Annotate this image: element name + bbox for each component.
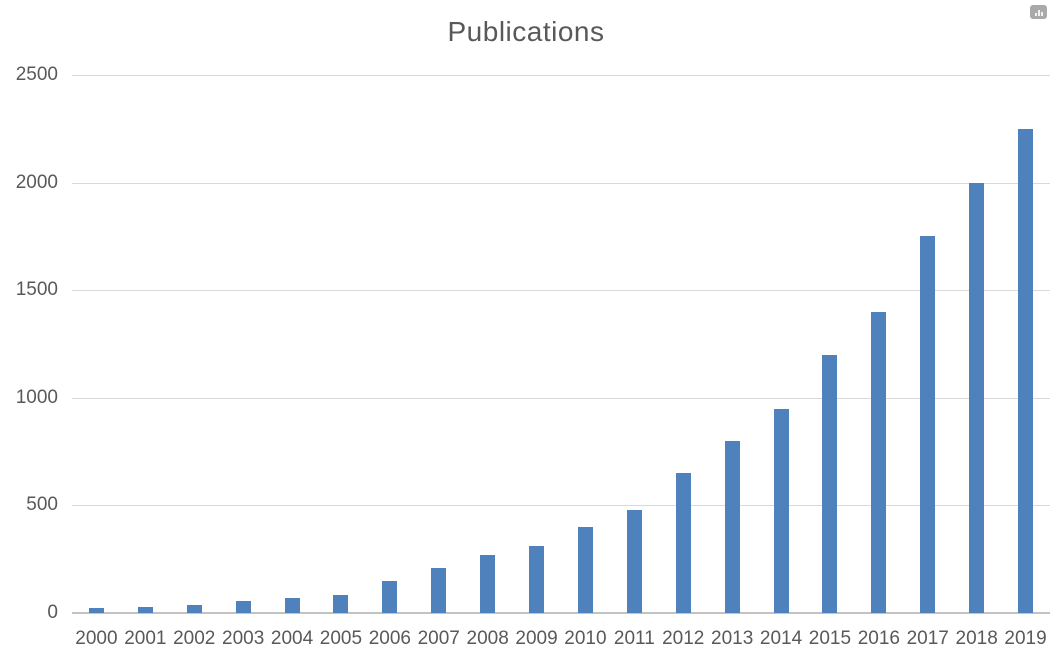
chart-title: Publications — [447, 16, 605, 47]
x-tick-label: 2019 — [1004, 628, 1047, 649]
chart-toolbar-button[interactable] — [1030, 5, 1047, 19]
bar-2017 — [920, 236, 936, 613]
x-tick-label: 2015 — [808, 628, 852, 649]
bar-2011 — [626, 509, 642, 613]
y-tick-label: 1500 — [15, 279, 58, 301]
y-tick-label: 1000 — [15, 386, 58, 408]
bar-2013 — [724, 440, 740, 613]
bar-2016 — [871, 311, 887, 613]
x-tick-label: 2008 — [466, 628, 509, 649]
bar-2002 — [186, 605, 202, 613]
bar-2019 — [1018, 128, 1034, 613]
x-tick-label: 2006 — [368, 628, 411, 649]
x-tick-label: 2010 — [564, 628, 607, 649]
bar-2007 — [431, 567, 447, 613]
y-tick-label: 2500 — [15, 64, 58, 85]
bar-2018 — [969, 182, 985, 613]
x-tick-label: 2001 — [124, 628, 167, 649]
x-tick-label: 2009 — [515, 628, 558, 649]
gridline — [72, 75, 1050, 76]
x-tick-label: 2013 — [711, 628, 754, 649]
bar-2015 — [822, 354, 838, 613]
bar-2000 — [88, 607, 104, 613]
bar-2003 — [235, 601, 251, 613]
x-tick-label: 2005 — [319, 628, 363, 649]
x-axis-line — [72, 612, 1050, 614]
x-tick-label: 2004 — [270, 628, 314, 649]
bar-chart-icon — [1034, 10, 1043, 16]
gridline — [72, 182, 1050, 184]
plot-area — [72, 75, 1050, 614]
bar-2004 — [284, 597, 300, 613]
x-tick-label: 2011 — [613, 628, 655, 649]
bar-2012 — [675, 473, 691, 613]
y-tick-label: 500 — [26, 494, 58, 516]
y-tick-label: 0 — [47, 602, 58, 623]
bar-2014 — [773, 408, 789, 613]
x-tick-label: 2014 — [759, 628, 803, 649]
gridline — [72, 397, 1050, 399]
x-tick-label: 2018 — [955, 628, 998, 649]
bar-2006 — [382, 580, 398, 613]
x-tick-label: 2017 — [906, 628, 949, 649]
x-tick-label: 2002 — [173, 628, 216, 649]
x-tick-label: 2016 — [857, 628, 900, 649]
bar-2005 — [333, 594, 349, 613]
bar-2010 — [577, 526, 593, 613]
x-tick-label: 2003 — [222, 628, 265, 649]
x-tick-label: 2007 — [417, 628, 460, 649]
x-tick-label: 2012 — [662, 628, 705, 649]
bar-2009 — [529, 546, 545, 613]
bar-2008 — [480, 554, 496, 613]
gridline — [72, 505, 1050, 507]
gridline — [72, 290, 1050, 292]
bar-2001 — [137, 606, 153, 613]
y-tick-label: 2000 — [15, 171, 58, 193]
x-tick-label: 2000 — [75, 628, 118, 649]
